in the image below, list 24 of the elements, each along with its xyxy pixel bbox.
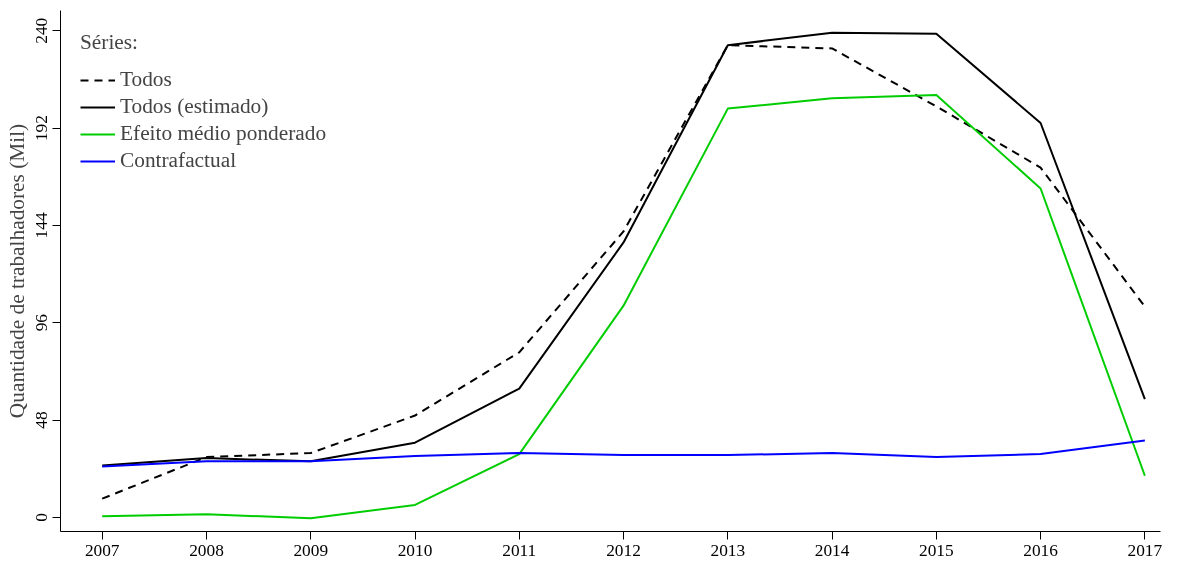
- x-tick-label: 2009: [293, 540, 329, 560]
- legend-label: Contrafactual: [120, 148, 237, 173]
- legend-title: Séries:: [80, 30, 140, 55]
- y-tick-label: 240: [32, 17, 52, 44]
- y-tick-label: 144: [32, 212, 52, 239]
- legend-label: Efeito médio ponderado: [120, 121, 327, 146]
- x-tick-label: 2015: [919, 540, 954, 560]
- x-tick-label: 2013: [710, 540, 746, 560]
- y-tick-label: 48: [32, 411, 52, 429]
- legend-label: Todos: [120, 67, 172, 92]
- y-axis-title: Quantidade de trabalhadores (Mil): [4, 123, 29, 419]
- y-tick-label: 192: [32, 115, 52, 142]
- x-tick-label: 2011: [502, 540, 537, 560]
- x-tick-label: 2012: [606, 540, 641, 560]
- legend-label: Todos (estimado): [120, 94, 269, 119]
- y-tick-label: 0: [32, 512, 52, 522]
- x-tick-label: 2017: [1127, 540, 1163, 560]
- x-tick-label: 2007: [84, 540, 120, 560]
- line-series: [101, 439, 1146, 468]
- x-tick-label: 2010: [397, 540, 433, 560]
- x-tick-label: 2016: [1023, 540, 1059, 560]
- y-tick-label: 96: [32, 313, 52, 332]
- x-tick-label: 2008: [189, 540, 224, 560]
- x-tick-label: 2014: [814, 540, 850, 560]
